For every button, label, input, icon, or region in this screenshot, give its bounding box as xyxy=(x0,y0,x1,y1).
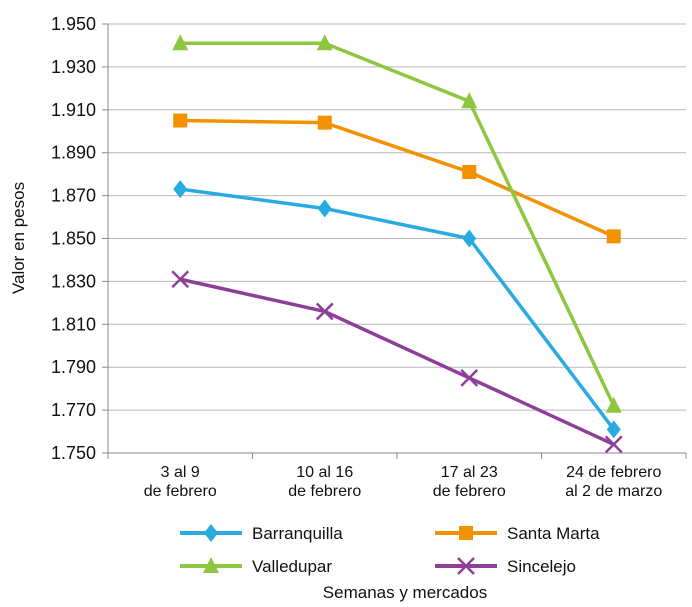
x-tick-labels: 3 al 9 de febrero 10 al 16 de febrero 17 al … xyxy=(144,464,663,500)
series-line-santa-marta xyxy=(180,118,615,238)
legend-marker-barranquilla xyxy=(204,524,218,542)
series-line-barranquilla xyxy=(180,187,616,431)
x-tick-label: 10 al 16 de febrero xyxy=(288,464,361,500)
axes xyxy=(102,23,687,459)
data-point-sincelejo xyxy=(604,435,623,454)
y-tick-label: 1.850 xyxy=(51,229,96,249)
data-point-sincelejo xyxy=(460,369,479,387)
series-line-sincelejo xyxy=(179,277,615,447)
legend-label-sincelejo: Sincelejo xyxy=(507,557,576,576)
data-point-barranquilla xyxy=(606,420,621,439)
legend-label-valledupar: Valledupar xyxy=(252,557,332,576)
y-tick-label: 1.830 xyxy=(51,271,96,291)
data-point-valledupar xyxy=(316,34,333,51)
data-point-barranquilla xyxy=(173,180,188,199)
x-axis-title: Semanas y mercados xyxy=(323,583,487,602)
y-tick-label: 1.790 xyxy=(51,357,96,377)
data-point-santa-marta xyxy=(317,115,332,130)
data-point-sincelejo xyxy=(171,270,190,289)
data-point-santa-marta xyxy=(606,229,621,244)
y-tick-label: 1.950 xyxy=(51,14,96,34)
y-tick-label: 1.810 xyxy=(51,314,96,334)
x-tick-label: 3 al 9 de febrero xyxy=(144,464,217,500)
y-axis-title: Valor en pesos xyxy=(9,182,28,294)
x-tick-label: 24 de febrero al 2 de marzo xyxy=(565,464,662,500)
data-point-valledupar xyxy=(172,34,189,51)
data-point-santa-marta xyxy=(462,165,477,180)
y-tick-label: 1.890 xyxy=(51,143,96,163)
data-point-barranquilla xyxy=(317,199,332,218)
legend: Barranquilla Santa Marta Valledupar Sincele… xyxy=(180,524,600,576)
y-tick-labels: 1.750 1.770 1.790 1.810 1.830 1.850 1.870 1.890… xyxy=(51,14,96,463)
series-line-valledupar xyxy=(180,41,616,407)
y-tick-label: 1.930 xyxy=(51,57,96,77)
legend-marker-santa-marta xyxy=(459,526,473,540)
grid-lines xyxy=(108,23,686,454)
legend-label-santa-marta: Santa Marta xyxy=(507,524,600,543)
legend-marker-sincelejo xyxy=(457,557,475,575)
data-point-valledupar xyxy=(605,396,622,413)
x-tick-label: 17 al 23 de febrero xyxy=(433,464,506,500)
y-tick-label: 1.910 xyxy=(51,100,96,120)
legend-marker-valledupar xyxy=(203,557,219,573)
data-point-valledupar xyxy=(461,92,478,109)
y-tick-label: 1.750 xyxy=(51,443,96,463)
y-tick-label: 1.870 xyxy=(51,186,96,206)
y-tick-label: 1.770 xyxy=(51,400,96,420)
series-lines xyxy=(171,34,623,454)
data-point-sincelejo xyxy=(315,302,334,321)
data-point-barranquilla xyxy=(462,229,477,248)
data-point-santa-marta xyxy=(173,113,188,128)
legend-label-barranquilla: Barranquilla xyxy=(252,524,343,543)
